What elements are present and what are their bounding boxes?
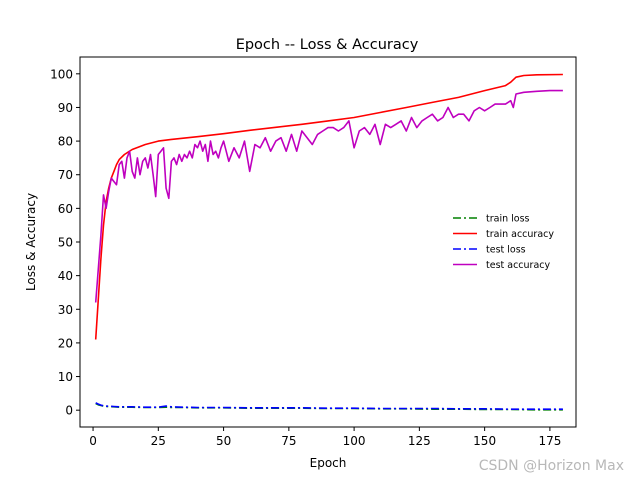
y-tick-label: 50 (58, 236, 73, 250)
legend-label: train loss (486, 214, 530, 225)
y-axis: 0 10 20 30 40 50 60 70 80 90 100 (50, 67, 80, 418)
legend-label: train accuracy (486, 229, 554, 240)
legend: train loss train accuracy test loss test ac… (453, 214, 554, 271)
x-tick-label: 25 (151, 434, 166, 448)
x-tick-label: 175 (538, 434, 561, 448)
y-tick-label: 20 (58, 336, 73, 350)
legend-label: test loss (486, 245, 526, 256)
x-tick-label: 100 (343, 434, 366, 448)
chart-title: Epoch -- Loss & Accuracy (236, 37, 419, 53)
y-tick-label: 40 (58, 269, 73, 283)
x-axis: 0 25 50 75 100 125 150 175 (89, 427, 561, 448)
legend-label: test accuracy (486, 260, 551, 271)
series-line-3 (94, 89, 563, 303)
series-line-1 (94, 73, 563, 340)
y-tick-label: 60 (58, 202, 73, 216)
y-tick-label: 10 (58, 370, 73, 384)
plot-area (94, 73, 563, 411)
watermark-text: CSDN @Horizon Max (479, 458, 624, 474)
y-tick-label: 90 (58, 101, 73, 115)
x-tick-label: 75 (281, 434, 296, 448)
y-axis-label: Loss & Accuracy (24, 193, 38, 291)
y-tick-label: 100 (50, 67, 73, 81)
y-tick-label: 70 (58, 168, 73, 182)
x-tick-label: 125 (408, 434, 431, 448)
y-tick-label: 30 (58, 303, 73, 317)
x-tick-label: 0 (89, 434, 97, 448)
x-tick-label: 50 (216, 434, 231, 448)
y-tick-label: 80 (58, 135, 73, 149)
y-tick-label: 0 (65, 404, 73, 418)
x-axis-label: Epoch (310, 456, 347, 470)
x-tick-label: 150 (473, 434, 496, 448)
series-line-2 (95, 402, 563, 411)
axes-frame (79, 56, 577, 428)
